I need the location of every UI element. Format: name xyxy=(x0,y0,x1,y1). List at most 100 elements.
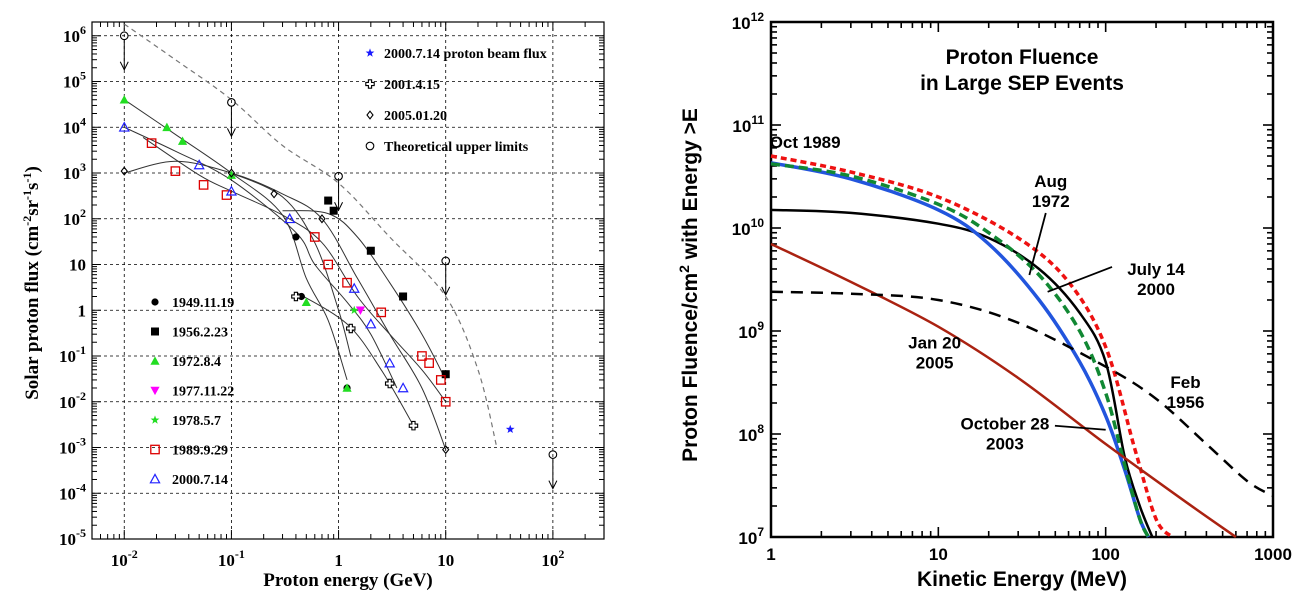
chart-right: 1 10 100 1000 107 108 109 1010 1011 1012 Oct 1989… xyxy=(676,10,1292,591)
point-2001-4-15 xyxy=(291,291,301,302)
annotation-jan-20-2005: Jan 20 2005 xyxy=(908,333,961,372)
x-tick-label: 100 xyxy=(1091,545,1119,564)
y-tick-label: 102 xyxy=(63,206,86,229)
point-2000-7-14 xyxy=(397,382,409,393)
y-tick-label: 107 xyxy=(738,525,764,548)
fit-curve-5 xyxy=(282,210,447,381)
chart-right-frame xyxy=(769,20,1275,539)
line-oct2003 xyxy=(770,162,1150,538)
annotation-feb-1956: Feb 1956 xyxy=(1167,373,1205,412)
legend-marker-1978-5-7 xyxy=(150,415,160,424)
x-tick-label: 10 xyxy=(929,545,948,564)
point-1989-9-29 xyxy=(435,375,446,385)
line-oct1989 xyxy=(770,154,1174,539)
y-tick-label: 10-1 xyxy=(59,343,86,366)
point-2000-7-14 xyxy=(365,318,377,329)
chart-left-legend-top: 2000.7.14 proton beam flux 2001.4.15 2005.… xyxy=(365,47,547,155)
point-2001-4-15 xyxy=(408,420,419,431)
point-1972-8-4 xyxy=(162,122,172,132)
legend-label: 1956.2.23 xyxy=(172,326,228,341)
y-tick-label: 109 xyxy=(738,319,764,342)
chart-right-y-axis-label: Proton Fluence/cm2 with Energy >E xyxy=(676,108,702,462)
point-1977-11-22 xyxy=(355,306,366,315)
y-tick-label: 104 xyxy=(63,114,86,137)
point-theoretical-upper-limits xyxy=(227,98,236,107)
y-tick-label: 103 xyxy=(63,160,86,183)
legend-marker-1956-2-23 xyxy=(151,327,159,336)
legend-label: 1989.9.29 xyxy=(172,444,228,459)
y-tick-label: 1011 xyxy=(732,113,764,136)
point-theoretical-upper-limits xyxy=(548,450,558,459)
point-2000-7-14 xyxy=(284,212,296,224)
point-1972-8-4 xyxy=(301,297,311,307)
legend-marker-2000-7-14 xyxy=(149,473,161,484)
point-1989-9-29 xyxy=(323,259,334,270)
y-tick-label: 108 xyxy=(738,422,764,445)
point-1989-9-29 xyxy=(198,180,209,190)
fit-curve-7 xyxy=(231,172,352,357)
y-tick-label: 1012 xyxy=(732,10,765,33)
chart-right-lines xyxy=(770,154,1274,539)
x-tick-label: 10-1 xyxy=(218,547,245,570)
y-tick-label: 105 xyxy=(63,69,86,92)
chart-left-grid xyxy=(92,22,604,539)
upper-limit-arrow xyxy=(119,39,129,71)
legend-label: 1977.11.22 xyxy=(172,385,234,400)
legend-marker-theoretical-upper-limits xyxy=(365,141,375,151)
point-1972-8-4 xyxy=(119,95,129,104)
fit-curve-4 xyxy=(124,160,447,450)
point-2001-4-15 xyxy=(384,378,395,389)
legend-marker-1949-11-19 xyxy=(151,298,159,306)
point-2005-01-20 xyxy=(318,214,326,224)
point-1972-8-4 xyxy=(177,136,188,145)
x-tick-label: 102 xyxy=(541,547,564,570)
point-2005-01-20 xyxy=(120,166,128,176)
y-tick-label: 1010 xyxy=(732,216,765,239)
legend-label: 2000.7.14 xyxy=(172,473,228,488)
annotation-aug-1972: Aug 1972 xyxy=(1032,172,1070,211)
legend-label: Theoretical upper limits xyxy=(384,140,529,155)
point-1972-8-4 xyxy=(226,170,237,179)
chart-left-frame xyxy=(91,21,605,540)
upper-limit-arrow xyxy=(334,180,344,212)
legend-marker-2001-4-15 xyxy=(365,79,375,89)
point-2000-7-14 xyxy=(384,357,396,368)
y-tick-label: 106 xyxy=(63,23,86,46)
legend-marker-2005-01-20 xyxy=(366,110,374,120)
point-1956-2-23 xyxy=(329,206,338,215)
line-aug1972 xyxy=(770,208,1154,538)
fit-curve-3 xyxy=(142,136,447,403)
upper-limit-arrow xyxy=(226,106,236,138)
point-2000-7-14 xyxy=(193,159,205,170)
x-tick-label: 10 xyxy=(437,551,454,570)
line-feb1956 xyxy=(770,290,1274,498)
point-2005-01-20 xyxy=(442,444,450,455)
annotation-pointer xyxy=(1047,266,1113,293)
legend-marker-1977-11-22 xyxy=(150,386,160,396)
annotation-pointer xyxy=(1028,212,1047,276)
chart-right-title-line-2: in Large SEP Events xyxy=(920,72,1124,95)
point-1989-9-29 xyxy=(146,138,157,148)
annotation-july-14-2000: July 14 2000 xyxy=(1127,260,1185,299)
annotation-pointer xyxy=(1054,424,1106,431)
chart-right-annotations: Oct 1989 Aug 1972 July 14 2000 Jan 20 2005 Feb 1… xyxy=(770,133,1205,454)
y-tick-label: 10 xyxy=(69,256,86,275)
point-2001-4-15 xyxy=(346,323,356,334)
point-theoretical-upper-limits xyxy=(441,256,451,266)
x-tick-label: 1 xyxy=(334,551,343,570)
chart-right-ticks: 1 10 100 1000 107 108 109 1010 1011 1012 xyxy=(732,10,1292,564)
annotation-oct-1989: Oct 1989 xyxy=(770,133,841,152)
upper-limit-arrow xyxy=(548,458,558,490)
point-1949-11-19 xyxy=(292,233,300,241)
fit-curve-6 xyxy=(295,291,414,426)
legend-label: 2000.7.14 proton beam flux xyxy=(384,47,547,62)
point-1956-2-23 xyxy=(366,246,375,255)
point-theoretical-upper-limits xyxy=(119,31,129,41)
chart-left-ticks: 10-2 10-1 1 10 10210610510410310210110-110-2… xyxy=(59,21,605,570)
point-1989-9-29 xyxy=(424,358,434,368)
chart-left-y-axis-label: Solar proton flux (cm-2sr-1s-1) xyxy=(20,166,43,400)
chart-left-points xyxy=(118,31,558,459)
chart-left-fit-curves xyxy=(119,23,558,490)
legend-marker-1972-8-4 xyxy=(150,356,160,365)
